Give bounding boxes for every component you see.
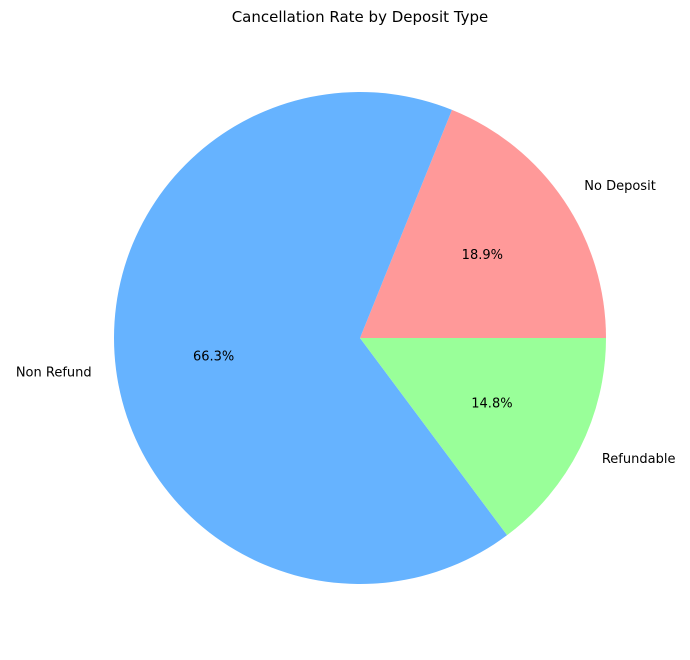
- slice-label-refundable: Refundable: [602, 452, 676, 467]
- pie-slice-non-refund: [113, 92, 508, 585]
- slice-label-non-refund: Non Refund: [16, 365, 92, 380]
- pie-labels: No Deposit 18.9% Non Refund 66.3% Refundable…: [16, 179, 676, 467]
- slice-percent-non-refund: 66.3%: [193, 349, 234, 364]
- slice-percent-refundable: 14.8%: [471, 397, 512, 412]
- pie-slices: [113, 92, 606, 585]
- pie-slice-refundable: [360, 338, 606, 536]
- slice-percent-no-deposit: 18.9%: [462, 248, 503, 263]
- pie-slice-no-deposit: [360, 109, 606, 338]
- chart-title: Cancellation Rate by Deposit Type: [232, 8, 489, 26]
- slice-label-no-deposit: No Deposit: [584, 179, 656, 194]
